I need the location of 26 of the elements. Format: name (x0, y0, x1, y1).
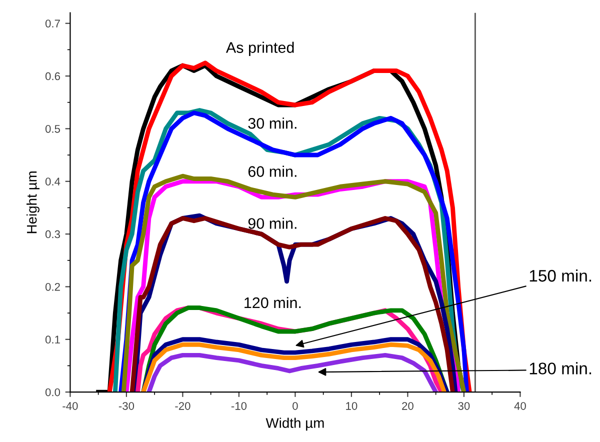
annotation: 60 min. (248, 166, 296, 177)
x-tick-label: -10 (231, 402, 247, 410)
x-tick-label: -30 (118, 402, 134, 410)
x-tick-label: 30 (458, 402, 470, 410)
x-axis-title: Width µm (266, 418, 324, 431)
x-tick-label: 40 (514, 402, 526, 410)
annotation: 180 min. (530, 362, 592, 374)
y-tick-label: 0.6 (45, 72, 60, 80)
y-tick-label: 0.5 (45, 124, 60, 133)
x-tick-label: 20 (402, 402, 414, 410)
x-tick-label: -20 (175, 402, 190, 410)
x-tick-label: 10 (346, 402, 358, 410)
annotation: 30 min. (248, 118, 296, 129)
annotation: 90 min. (248, 218, 296, 229)
y-tick-label: 0.1 (45, 336, 60, 344)
y-tick-label: 0.4 (45, 178, 60, 186)
y-tick-label: 0.3 (45, 230, 60, 238)
annotation: 120 min. (244, 296, 301, 308)
annotation: As printed (226, 42, 294, 56)
x-tick-label: 0 (292, 402, 298, 410)
annotation: 150 min. (530, 269, 592, 282)
y-tick-label: 0.7 (45, 20, 60, 28)
y-tick-label: 0.2 (45, 282, 60, 291)
x-tick-label: -40 (62, 402, 78, 410)
y-axis-title: Height µm (26, 172, 40, 234)
y-tick-label: 0.0 (45, 388, 60, 396)
